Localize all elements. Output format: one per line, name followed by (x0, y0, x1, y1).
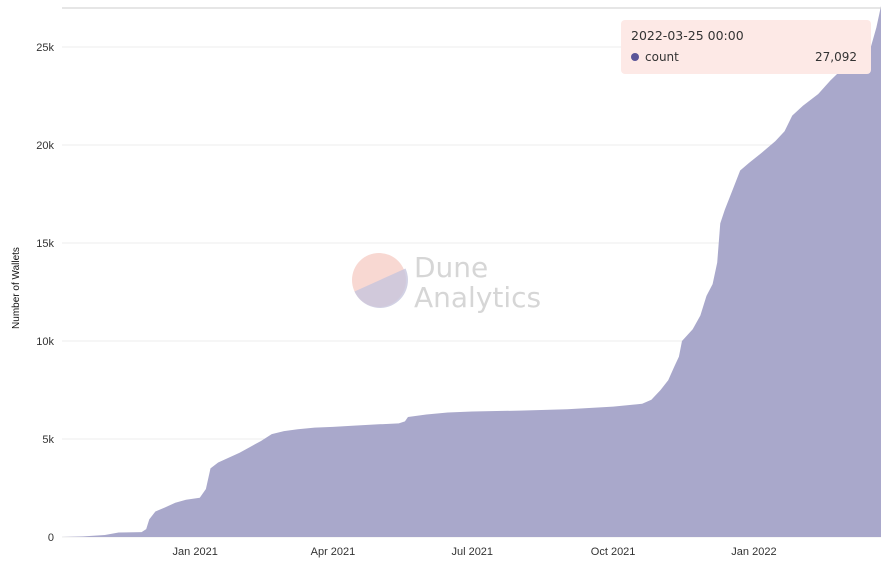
y-tick-label: 15k (36, 238, 54, 250)
series-color-dot (631, 53, 639, 61)
y-tick-label: 25k (36, 42, 54, 54)
y-tick-label: 0 (48, 532, 54, 544)
x-tick-label: Oct 2021 (591, 546, 636, 558)
x-tick-label: Jul 2021 (451, 546, 493, 558)
x-axis-tick-labels: Jan 2021 Apr 2021 Jul 2021 Oct 2021 Jan 2022 (173, 546, 777, 558)
x-tick-label: Apr 2021 (311, 546, 356, 558)
tooltip-series: count (631, 50, 679, 64)
x-tick-label: Jan 2022 (731, 546, 776, 558)
tooltip-series-name: count (645, 50, 679, 64)
tooltip-value: 27,092 (815, 50, 857, 64)
tooltip-row: count 27,092 (631, 50, 861, 64)
y-tick-label: 20k (36, 140, 54, 152)
y-tick-label: 5k (42, 434, 54, 446)
hover-tooltip: 2022-03-25 00:00 count 27,092 (621, 20, 871, 74)
watermark-line2: Analytics (414, 281, 541, 314)
watermark-line1: Dune (414, 251, 488, 284)
tooltip-date: 2022-03-25 00:00 (631, 28, 744, 43)
series-area-count (62, 6, 881, 537)
y-axis-tick-labels: 0 5k 10k 15k 20k 25k (36, 42, 54, 544)
watermark-logo-wedge (354, 268, 408, 308)
y-axis-label: Number of Wallets (11, 247, 22, 329)
dune-analytics-watermark: Dune Analytics (352, 251, 541, 314)
y-tick-label: 10k (36, 336, 54, 348)
x-tick-label: Jan 2021 (173, 546, 218, 558)
